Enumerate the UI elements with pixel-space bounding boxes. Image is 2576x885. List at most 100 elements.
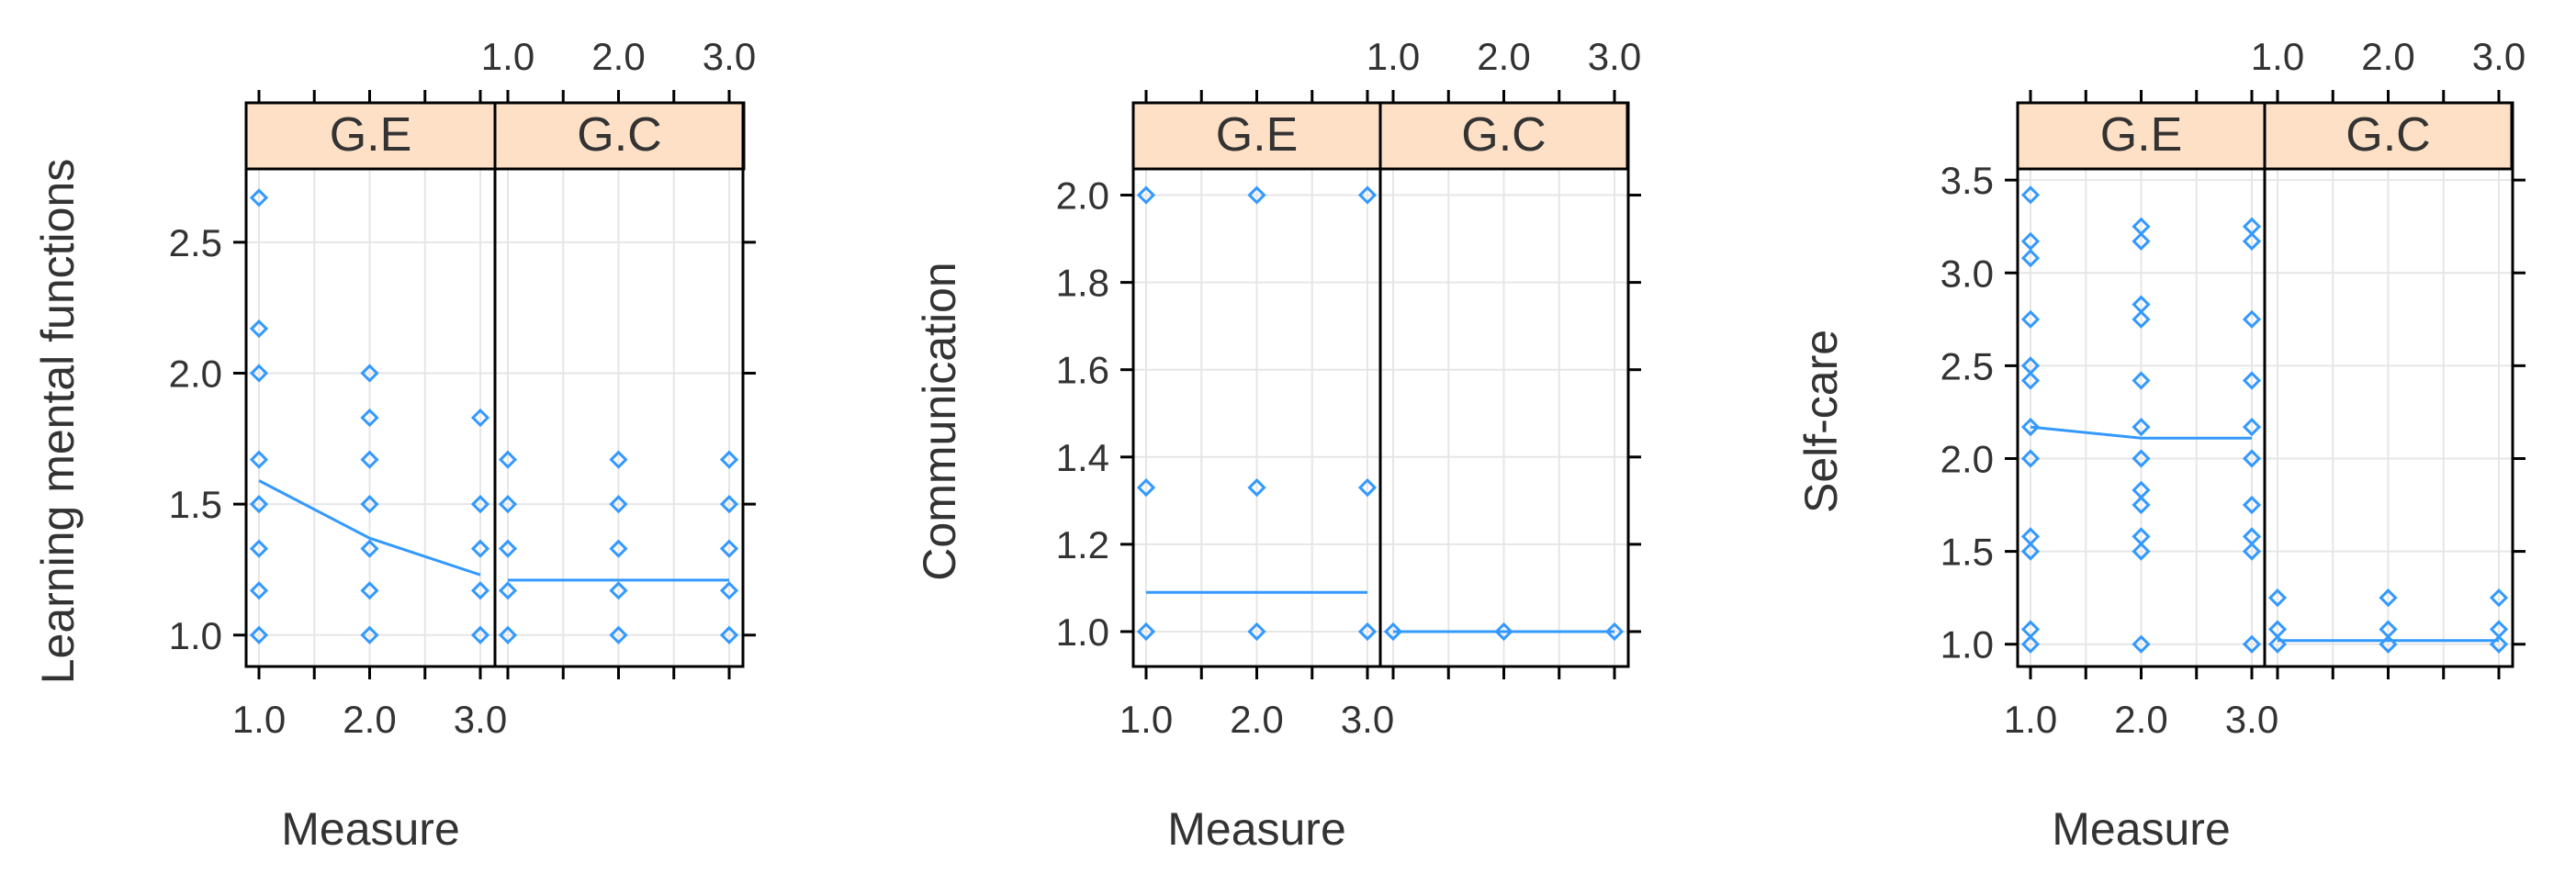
x-tick-label-top: 2.0: [591, 35, 645, 78]
data-point: [1136, 185, 1156, 205]
x-tick-label-top: 1.0: [2251, 35, 2304, 78]
series-gc: [2267, 588, 2509, 654]
y-tick-label: 2.0: [1940, 437, 1994, 480]
data-point: [1247, 185, 1266, 205]
data-point: [470, 539, 490, 558]
data-point: [2132, 542, 2151, 561]
data-point: [249, 581, 269, 600]
data-point: [2020, 634, 2041, 654]
x-tick-label: 3.0: [454, 698, 507, 741]
data-point: [249, 450, 269, 469]
data-point: [1136, 622, 1156, 642]
data-point: [1383, 622, 1403, 642]
x-tick-label: 1.0: [1119, 698, 1173, 741]
x-tick-label: 2.0: [343, 698, 396, 741]
data-point: [249, 188, 269, 207]
x-tick-label: 1.0: [232, 698, 286, 741]
data-point: [2020, 309, 2041, 329]
y-tick-label: 1.2: [1056, 523, 1109, 566]
x-tick-label-top: 1.0: [1367, 35, 1420, 78]
data-point: [2132, 309, 2151, 329]
data-point: [719, 450, 739, 469]
data-point: [2242, 371, 2262, 390]
data-point: [360, 408, 379, 428]
strip-label: G.C: [1461, 108, 1546, 162]
data-point: [2242, 495, 2262, 515]
data-point: [1604, 622, 1625, 642]
x-tick-label-top: 3.0: [1588, 35, 1641, 78]
y-tick-label: 1.0: [1940, 623, 1994, 667]
series-gc: [1383, 622, 1625, 642]
data-point: [2242, 231, 2262, 251]
data-point: [2020, 371, 2041, 390]
data-point: [498, 625, 518, 644]
chart-2: G.E G.C 1.0 1.2 1.4 1.6 1.8 2.0 1.0 1.0 2.0 2.0 3.0 3…: [914, 35, 1641, 855]
data-point: [2242, 449, 2262, 468]
data-point: [609, 450, 628, 469]
data-point: [2132, 371, 2151, 390]
y-tick-label: 1.6: [1056, 349, 1109, 392]
data-point: [1357, 477, 1378, 498]
data-point: [609, 581, 628, 600]
data-point: [470, 495, 490, 514]
data-point: [360, 539, 379, 558]
series-ge: [249, 188, 490, 644]
strip-label: G.C: [577, 108, 661, 162]
data-point: [360, 495, 379, 514]
data-point: [2020, 417, 2041, 437]
strip-label: G.E: [330, 108, 412, 162]
data-point: [498, 581, 518, 600]
fit-line: [2030, 425, 2252, 440]
data-point: [1357, 185, 1378, 205]
y-tick-label: 3.5: [1940, 159, 1994, 202]
data-point: [719, 581, 739, 600]
data-point: [2020, 449, 2041, 468]
data-point: [609, 495, 628, 514]
x-axis-title: Measure: [2052, 803, 2231, 855]
x-tick-label: 3.0: [1341, 698, 1394, 741]
y-axis-title: Communication: [914, 262, 965, 580]
data-point: [2242, 634, 2262, 654]
data-point: [249, 625, 269, 644]
x-tick-label-top: 3.0: [703, 35, 756, 78]
x-tick-label-top: 2.0: [2361, 35, 2414, 78]
series-ge: [2020, 185, 2262, 654]
data-point: [2020, 248, 2041, 268]
data-point: [2489, 588, 2509, 608]
x-tick-label: 1.0: [2004, 698, 2057, 741]
data-point: [2242, 417, 2262, 437]
data-point: [1247, 477, 1266, 498]
y-tick-label: 1.0: [169, 614, 222, 657]
data-point: [2020, 542, 2041, 561]
data-point: [2020, 231, 2041, 251]
data-point: [2267, 634, 2288, 654]
data-point: [719, 539, 739, 558]
y-axis-title: Learning mental functions: [32, 159, 84, 685]
data-point: [249, 495, 269, 514]
data-point: [2379, 588, 2398, 608]
x-axis-title: Measure: [1167, 803, 1346, 855]
data-point: [2132, 417, 2151, 437]
y-tick-label: 2.5: [169, 221, 222, 264]
data-point: [1247, 622, 1266, 642]
data-point: [498, 539, 518, 558]
y-tick-label: 1.5: [1940, 531, 1994, 574]
data-point: [2267, 588, 2288, 608]
data-point: [360, 625, 379, 644]
x-tick-label-top: 1.0: [481, 35, 534, 78]
data-point: [1357, 622, 1378, 642]
data-point: [2132, 231, 2151, 251]
data-point: [470, 408, 490, 428]
y-tick-label: 2.0: [169, 353, 222, 396]
data-point: [249, 319, 269, 339]
data-point: [249, 364, 269, 383]
y-tick-label: 3.0: [1940, 252, 1994, 295]
x-axis-title: Measure: [281, 803, 460, 855]
y-tick-label: 2.0: [1056, 174, 1109, 218]
strip-label: G.E: [1216, 108, 1299, 162]
data-point: [360, 450, 379, 469]
data-point: [2020, 185, 2041, 205]
strip-label: G.C: [2345, 108, 2430, 162]
data-point: [498, 450, 518, 469]
fit-line: [258, 479, 481, 577]
